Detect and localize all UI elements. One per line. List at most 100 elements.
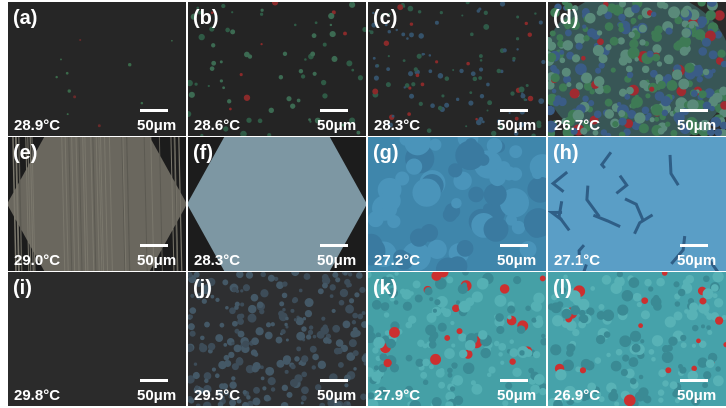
particle <box>590 89 595 94</box>
particle <box>528 96 534 102</box>
particle <box>291 364 296 369</box>
particle <box>618 14 625 21</box>
particle <box>228 352 234 358</box>
particle <box>714 10 724 20</box>
particle <box>657 61 662 66</box>
particle <box>215 298 219 302</box>
particle <box>647 51 654 58</box>
particle <box>472 384 483 395</box>
particle <box>231 11 233 13</box>
particle <box>187 80 193 86</box>
particle <box>336 348 342 354</box>
particle <box>287 392 293 398</box>
particle <box>447 373 452 378</box>
particle <box>507 315 511 319</box>
particle <box>292 298 297 303</box>
particle <box>621 369 628 376</box>
particle <box>194 362 197 365</box>
particle <box>509 348 518 357</box>
particle <box>187 272 193 278</box>
particle <box>619 335 631 347</box>
particle <box>301 386 309 394</box>
particle <box>662 380 668 386</box>
particle <box>500 1 505 6</box>
particle <box>282 281 287 286</box>
particle <box>665 316 676 327</box>
particle <box>98 124 101 127</box>
particle <box>406 159 422 175</box>
particle <box>628 47 640 59</box>
particle <box>364 362 368 366</box>
particle <box>301 372 307 378</box>
particle <box>282 385 288 391</box>
particle <box>512 57 515 60</box>
particle <box>697 16 707 26</box>
particle <box>457 240 474 257</box>
particle <box>351 1 354 4</box>
particle <box>706 325 711 330</box>
particle <box>713 375 724 386</box>
particle <box>652 44 661 53</box>
particle <box>417 54 422 59</box>
particle <box>251 294 259 302</box>
particle <box>231 376 235 380</box>
particle <box>696 338 701 343</box>
particle <box>390 363 399 372</box>
particle <box>349 339 357 347</box>
particle <box>66 72 69 75</box>
particle <box>486 83 490 87</box>
particle <box>678 289 686 297</box>
particle <box>261 377 265 381</box>
particle <box>487 109 489 111</box>
particle <box>318 361 326 369</box>
particle <box>430 354 441 365</box>
particle <box>348 272 352 276</box>
particle <box>675 301 681 307</box>
particle <box>401 289 411 299</box>
particle <box>331 56 337 62</box>
particle <box>278 311 284 317</box>
particle <box>244 95 250 101</box>
particle <box>189 315 193 319</box>
particle <box>403 5 406 8</box>
particle <box>538 98 544 104</box>
particle <box>447 368 453 374</box>
particle <box>451 198 462 209</box>
particle <box>220 323 225 328</box>
particle <box>672 70 682 80</box>
particle <box>199 34 205 40</box>
particle <box>271 387 275 391</box>
particle <box>658 81 666 89</box>
particle <box>516 15 519 18</box>
particle <box>638 387 648 397</box>
particle <box>681 342 687 348</box>
particle <box>498 343 506 351</box>
particle <box>412 178 440 206</box>
particle <box>461 14 463 16</box>
particle <box>222 86 225 89</box>
particle <box>403 59 406 62</box>
particle <box>531 317 536 322</box>
particle <box>489 170 505 186</box>
particle <box>339 300 345 306</box>
particle <box>429 297 433 301</box>
particle <box>279 301 284 306</box>
particle <box>220 79 223 82</box>
particle <box>525 22 528 25</box>
particle <box>386 82 391 87</box>
particle <box>619 56 628 65</box>
particle <box>605 109 615 119</box>
particle <box>301 355 308 362</box>
temperature: 29.5°C <box>194 387 240 404</box>
particle <box>541 334 545 338</box>
particle <box>404 86 406 88</box>
particle <box>559 83 567 91</box>
particle <box>55 76 57 78</box>
particle <box>306 334 311 339</box>
particle <box>658 397 663 402</box>
particle <box>646 113 651 118</box>
scale-bar <box>140 244 168 247</box>
particle <box>282 308 285 311</box>
particle <box>532 302 542 312</box>
particle <box>597 38 604 45</box>
